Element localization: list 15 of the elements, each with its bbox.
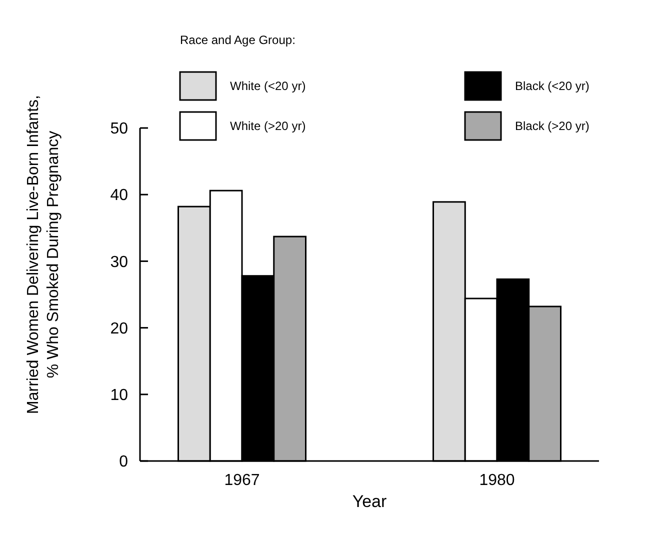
y-axis-title: Married Women Delivering Live-Born Infants, % Who Smoked During Pregnancy (25, 95, 62, 414)
legend-label: White (<20 yr) (230, 79, 306, 94)
y-tick-label: 0 (119, 454, 128, 471)
y-tick-label: 40 (110, 187, 128, 204)
y-tick-label: 50 (110, 120, 128, 138)
y-tick-label: 30 (110, 254, 128, 271)
legend-title: Race and Age Group: (180, 33, 296, 47)
x-axis-title: Year (352, 492, 388, 511)
x-tick-label: 1980 (479, 472, 515, 489)
legend-label: Black (<20 yr) (515, 79, 590, 94)
y-tick-label: 20 (110, 320, 128, 338)
legend-label: White (>20 yr) (230, 119, 306, 134)
legend-label: Black (>20 yr) (515, 119, 590, 134)
y-tick-label: 10 (110, 387, 128, 404)
x-tick-label: 1967 (224, 472, 260, 489)
